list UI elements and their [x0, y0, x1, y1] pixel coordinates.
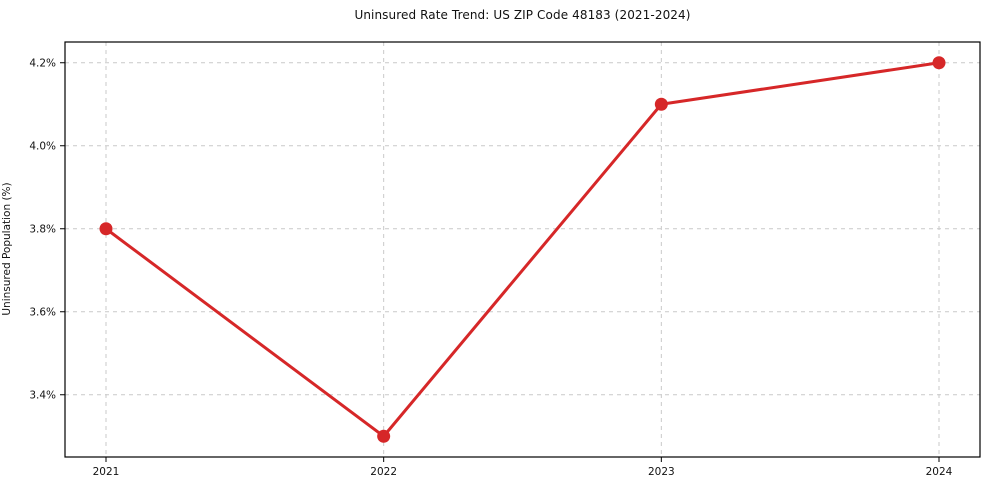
x-tick-label: 2022 — [370, 466, 397, 478]
data-point — [932, 56, 946, 70]
y-tick-label: 4.2% — [29, 57, 56, 69]
data-point — [654, 97, 668, 111]
plot-frame — [64, 41, 981, 458]
y-tick-label: 3.4% — [29, 389, 56, 401]
chart-title: Uninsured Rate Trend: US ZIP Code 48183 … — [354, 8, 691, 22]
y-tick-label: 4.0% — [29, 140, 56, 152]
y-tick-label: 3.6% — [29, 306, 56, 318]
x-tick-label: 2021 — [93, 466, 120, 478]
series-line — [104, 61, 941, 438]
x-tick-label: 2024 — [926, 466, 953, 478]
data-point — [99, 222, 113, 236]
x-tick-label: 2023 — [648, 466, 675, 478]
data-point — [377, 429, 391, 443]
y-tick-label: 3.8% — [29, 223, 56, 235]
